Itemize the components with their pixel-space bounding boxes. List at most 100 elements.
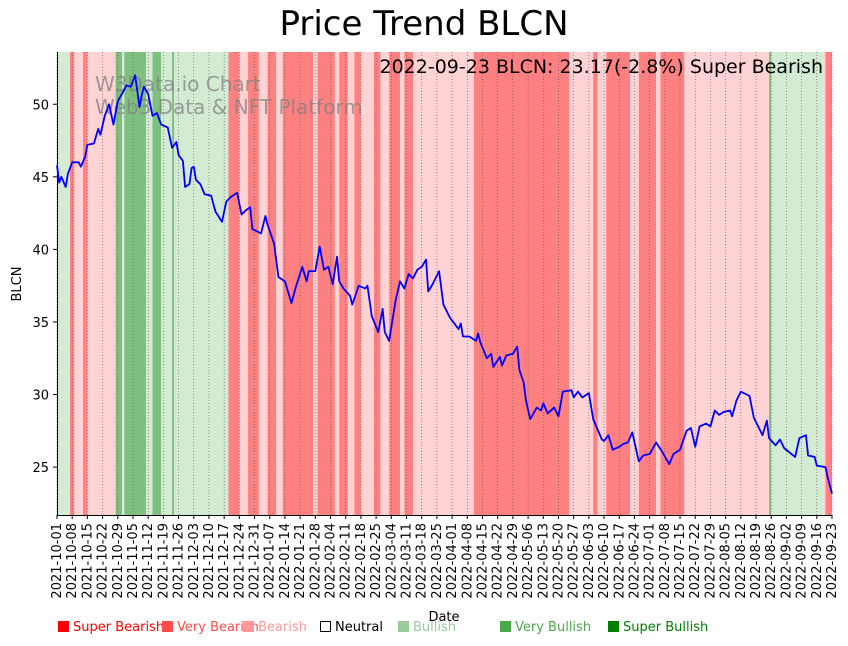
sentiment-band-very-bullish	[172, 52, 175, 515]
sentiment-band-bearish	[347, 52, 355, 515]
sentiment-band-super-bearish	[248, 52, 259, 515]
x-axis-label: Date	[428, 610, 459, 625]
sentiment-band-very-bullish	[115, 52, 123, 515]
sentiment-band-super-bearish	[267, 52, 277, 515]
y-tick-label: 30	[32, 389, 49, 404]
x-tick-label: 2022-02-25	[369, 523, 384, 599]
sentiment-band-bullish	[122, 52, 125, 515]
sentiment-band-super-bearish	[228, 52, 240, 515]
sentiment-band-super-bearish	[404, 52, 414, 515]
sentiment-band-super-bearish	[638, 52, 657, 515]
y-tick-label: 25	[32, 461, 49, 476]
legend-label: Bullish	[413, 620, 457, 635]
x-tick-label: 2022-08-26	[764, 523, 779, 599]
price-line-series	[56, 74, 833, 494]
sentiment-band-very-bullish	[124, 52, 147, 515]
x-tick-label: 2022-02-18	[354, 523, 369, 599]
x-tick-label: 2021-11-05	[126, 523, 141, 599]
legend-swatch	[398, 621, 409, 632]
x-tick-label: 2022-04-01	[445, 523, 460, 599]
x-tick-label: 2022-05-27	[567, 523, 582, 599]
sentiment-band-bearish	[656, 52, 661, 515]
x-tick-label: 2022-05-13	[536, 523, 551, 599]
x-tick-label: 2022-09-16	[810, 523, 825, 599]
x-tick-label: 2021-12-10	[202, 523, 217, 599]
sentiment-band-bullish	[57, 52, 71, 515]
x-tick-label: 2021-10-22	[96, 523, 111, 599]
legend-swatch	[58, 621, 69, 632]
x-tick-label: 2022-04-15	[475, 523, 490, 599]
x-tick-label: 2021-11-26	[172, 523, 187, 599]
sentiment-band-super-bearish	[83, 52, 88, 515]
sentiment-band-super-bearish	[389, 52, 400, 515]
x-tick-label: 2021-12-17	[217, 523, 232, 599]
x-tick-label: 2022-07-15	[673, 523, 688, 599]
x-tick-label: 2022-04-22	[491, 523, 506, 599]
y-tick-label: 40	[32, 243, 49, 258]
x-tick-label: 2022-03-25	[430, 523, 445, 599]
sentiment-band-bullish	[174, 52, 229, 515]
x-tick-label: 2022-03-18	[415, 523, 430, 599]
legend-item-super-bullish: Super Bullish	[608, 620, 708, 635]
watermark-line-2: Web3 Data & NFT Platform	[95, 95, 363, 119]
x-tick-label: 2022-03-11	[400, 523, 415, 599]
x-tick-label: 2022-07-22	[688, 523, 703, 599]
y-tick-label: 35	[32, 316, 49, 331]
x-tick-label: 2021-10-29	[111, 523, 126, 599]
x-tick-label: 2022-05-06	[521, 523, 536, 599]
sentiment-band-super-bearish	[282, 52, 314, 515]
legend-label: Very Bullish	[515, 620, 592, 635]
sentiment-band-super-bearish	[473, 52, 570, 515]
chart-title: Price Trend BLCN	[279, 4, 569, 44]
sentiment-band-super-bearish	[606, 52, 631, 515]
x-tick-label: 2022-07-08	[658, 523, 673, 599]
legend-item-bearish: Bearish	[243, 620, 307, 635]
watermark-line-1: W3Data.io Chart	[95, 72, 261, 96]
x-tick-label: 2021-10-01	[50, 523, 65, 599]
sentiment-band-super-bearish	[373, 52, 381, 515]
x-tick-label: 2022-02-04	[324, 523, 339, 599]
sentiment-band-very-bullish	[769, 52, 772, 515]
x-tick-label: 2022-01-28	[308, 523, 323, 599]
x-tick-label: 2022-04-08	[460, 523, 475, 599]
sentiment-band-super-bearish	[354, 52, 361, 515]
y-tick-label: 45	[32, 171, 49, 186]
sentiment-band-super-bearish	[825, 52, 832, 515]
legend-swatch	[500, 621, 511, 632]
legend-label: Bearish	[258, 620, 307, 635]
x-tick-label: 2022-01-21	[293, 523, 308, 599]
sentiment-bands	[57, 52, 832, 515]
sentiment-band-bullish	[161, 52, 173, 515]
sentiment-band-bearish	[597, 52, 607, 515]
legend-label: Super Bearish	[73, 620, 165, 635]
x-tick-label: 2022-09-23	[825, 523, 840, 599]
sentiment-band-bearish	[413, 52, 474, 515]
x-tick-label: 2022-04-29	[506, 523, 521, 599]
sentiment-band-bearish	[360, 52, 374, 515]
legend-swatch	[608, 621, 619, 632]
x-tick-label: 2022-02-11	[339, 523, 354, 599]
sentiment-band-bearish	[569, 52, 594, 515]
sentiment-band-bullish	[146, 52, 153, 515]
x-tick-label: 2021-12-24	[232, 523, 247, 599]
x-ticks: 2021-10-01 2021-10-08 2021-10-15 2021-10-22…	[50, 515, 840, 599]
sentiment-band-bullish	[771, 52, 824, 515]
x-tick-label: 2021-10-15	[80, 523, 95, 599]
y-ticks: 25 30 35 40 45 50	[32, 98, 57, 476]
x-tick-label: 2022-06-24	[627, 523, 642, 599]
x-tick-label: 2022-06-03	[582, 523, 597, 599]
legend-swatch	[243, 621, 254, 632]
x-tick-label: 2021-11-12	[141, 523, 156, 599]
legend-label: Super Bullish	[623, 620, 709, 635]
x-tick-label: 2021-12-03	[187, 523, 202, 599]
x-tick-label: 2022-09-09	[795, 523, 810, 599]
sentiment-band-bearish	[334, 52, 340, 515]
x-tick-label: 2021-12-31	[248, 523, 263, 599]
x-tick-label: 2022-08-05	[719, 523, 734, 599]
x-tick-label: 2021-10-08	[65, 523, 80, 599]
x-tick-label: 2022-01-07	[263, 523, 278, 599]
sentiment-band-bearish	[380, 52, 390, 515]
sentiment-band-super-bearish	[339, 52, 348, 515]
y-axis-label: BLCN	[10, 267, 25, 302]
x-tick-label: 2022-06-17	[612, 523, 627, 599]
